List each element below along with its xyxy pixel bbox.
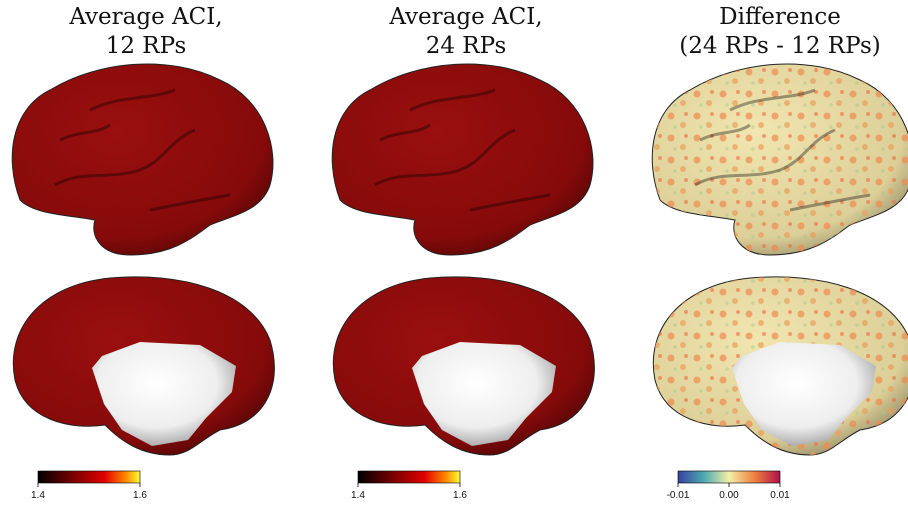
panel: Average ACI, 12 RPs 1.4 1.6 xyxy=(11,4,275,501)
colorbar-tick-label: -0.01 xyxy=(667,490,690,501)
panel-title: Average ACI, xyxy=(68,4,222,30)
panel-title: 12 RPs xyxy=(106,33,187,59)
colorbar-tick-label: 1.4 xyxy=(351,490,365,501)
colorbar-tick-label: 1.6 xyxy=(133,490,147,501)
panel-title: Difference xyxy=(719,4,841,30)
colorbar-tick-label: 0.00 xyxy=(719,490,739,501)
brains xyxy=(11,63,275,456)
panel: Difference (24 RPs - 12 RPs) -0.01 0.00 0.01 xyxy=(651,4,908,501)
panel: Average ACI, 24 RPs 1.4 1.6 xyxy=(331,4,595,501)
lateral-surface xyxy=(331,63,594,256)
colorbar xyxy=(677,470,781,484)
panels: Average ACI, 12 RPs 1.4 1.6 Average ACI, 24 R… xyxy=(11,4,908,501)
panel-title: Average ACI, xyxy=(388,4,542,30)
colorbar-tick-label: 1.6 xyxy=(453,490,467,501)
colorbar-tick-label: 0.01 xyxy=(770,490,790,501)
brains xyxy=(651,63,908,456)
brains xyxy=(331,63,595,456)
colorbar xyxy=(37,470,141,484)
panel-title: 24 RPs xyxy=(426,33,507,59)
panel-title: (24 RPs - 12 RPs) xyxy=(679,33,880,59)
colorbar xyxy=(357,470,461,484)
surface-texture xyxy=(652,63,908,256)
colorbar-tick-label: 1.4 xyxy=(31,490,45,501)
lateral-surface xyxy=(11,63,274,256)
